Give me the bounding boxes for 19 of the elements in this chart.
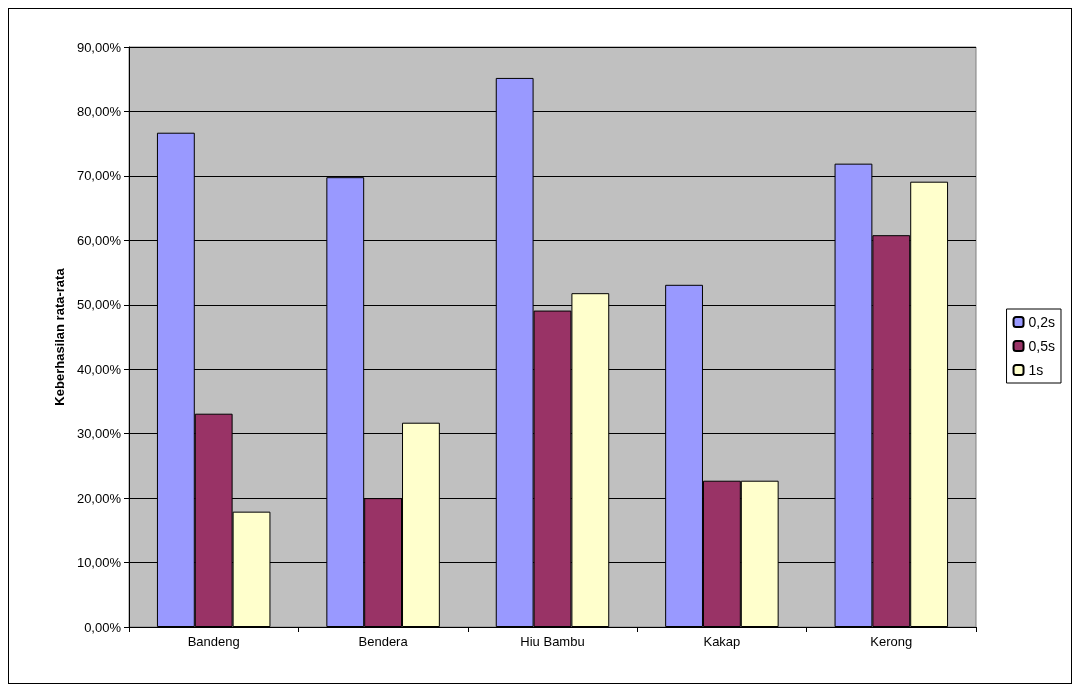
x-tick-label: Hiu Bambu [520, 634, 585, 649]
legend-label: 0,2s [1028, 314, 1056, 330]
y-tick-label: 80,00% [76, 103, 122, 119]
y-tick-label: 60,00% [76, 232, 122, 248]
y-tick-label: 70,00% [76, 168, 122, 184]
y-tick-label: 0,00% [84, 619, 122, 635]
y-tick-label: 50,00% [76, 297, 122, 313]
x-tick-label: Bandeng [187, 634, 240, 649]
x-tick-label: Kakap [703, 634, 741, 649]
y-tick-label: 90,00% [76, 39, 122, 55]
x-tick-label: Kerong [870, 634, 913, 649]
y-tick-label: 20,00% [76, 490, 122, 506]
y-tick-label: 30,00% [76, 426, 122, 442]
legend-label: 0,5s [1028, 338, 1056, 354]
legend-label: 1s [1028, 362, 1044, 378]
y-tick-label: 10,00% [76, 555, 122, 571]
y-tick-label: 40,00% [76, 361, 122, 377]
x-tick-label: Bendera [358, 634, 409, 649]
y-axis-title: Keberhasilan rata-rata [52, 267, 68, 406]
